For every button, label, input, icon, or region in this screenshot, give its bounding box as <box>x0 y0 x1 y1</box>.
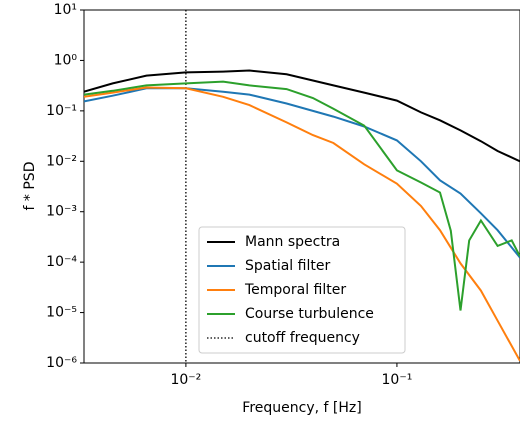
legend-label: Course turbulence <box>245 306 374 322</box>
y-tick-label: 10⁻⁴ <box>46 254 77 270</box>
series-line <box>84 86 520 362</box>
legend-label: Mann spectra <box>245 234 340 250</box>
legend-label: Temporal filter <box>244 282 346 298</box>
y-tick-label: 10⁰ <box>54 52 78 68</box>
legend: Mann spectra Spatial filter Temporal filte… <box>198 226 406 354</box>
x-tick-label: 10⁻¹ <box>382 372 413 388</box>
y-axis-label: f * PSD <box>22 162 38 211</box>
y-tick-label: 10¹ <box>54 2 77 18</box>
y-tick-label: 10⁻¹ <box>46 103 77 119</box>
y-tick-label: 10⁻⁵ <box>46 305 77 321</box>
legend-box <box>198 226 406 354</box>
legend-label: Spatial filter <box>245 258 330 274</box>
y-tick-label: 10⁻³ <box>46 204 77 220</box>
legend-label: cutoff frequency <box>245 330 360 346</box>
y-tick-label: 10⁻² <box>46 153 77 169</box>
x-axis-label: Frequency, f [Hz] <box>242 400 361 416</box>
y-tick-label: 10⁻⁶ <box>46 355 77 371</box>
series-line <box>84 69 520 163</box>
series-line <box>84 80 520 311</box>
x-tick-label: 10⁻² <box>170 372 201 388</box>
plot-frame <box>83 9 520 364</box>
